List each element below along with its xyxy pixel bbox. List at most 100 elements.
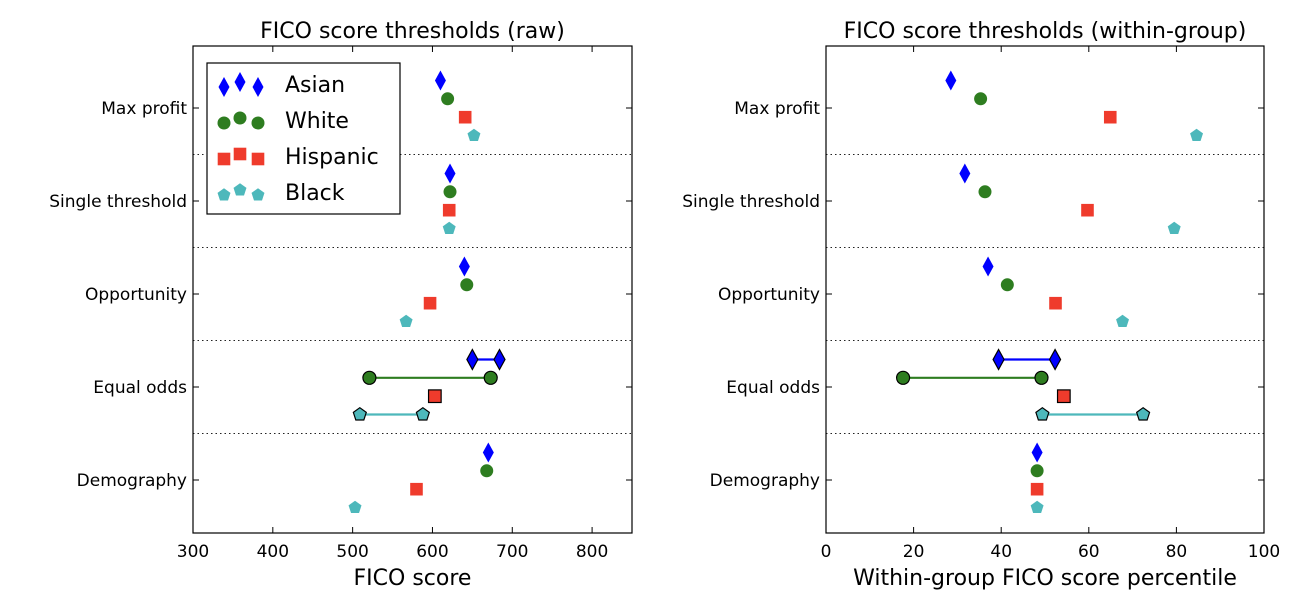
x-tick-label: 400 [257, 542, 289, 562]
legend-marker [252, 77, 264, 97]
data-point [441, 92, 455, 106]
data-point [399, 314, 413, 327]
category-label: Demography [710, 471, 820, 491]
data-point [493, 348, 506, 371]
plot-frame [192, 45, 633, 534]
data-point [974, 92, 988, 106]
data-point [945, 70, 957, 91]
legend-marker [217, 152, 231, 166]
data-point [348, 500, 362, 513]
data-point [1035, 406, 1050, 421]
category-label: Opportunity [85, 285, 187, 305]
data-point [1000, 278, 1014, 292]
data-point [466, 348, 479, 371]
legend-label: Hispanic [285, 145, 379, 170]
legend-label: White [285, 109, 349, 134]
data-point [423, 296, 437, 310]
data-point [895, 370, 911, 385]
data-point [352, 406, 367, 421]
data-point [1103, 110, 1117, 124]
legend-marker [251, 188, 265, 201]
category-label: Equal odds [93, 378, 187, 398]
data-point [1034, 370, 1049, 385]
data-point [1135, 406, 1151, 421]
x-tick-label: 800 [576, 542, 608, 562]
data-point [415, 406, 431, 421]
data-point [458, 110, 472, 124]
x-tick-label: 40 [990, 542, 1012, 562]
legend-marker [218, 77, 230, 97]
legend-marker [233, 147, 247, 161]
x-tick-label: 300 [177, 542, 209, 562]
chart-panel-2: 0 20 40 60 80 100 Max profit Single threshold Op… [682, 19, 1280, 591]
x-axis-label: Within-group FICO score percentile [853, 566, 1237, 591]
legend-marker [217, 188, 231, 201]
chart-panel-1: 300 400 500 600 700 800 Max profit Single thres… [49, 19, 633, 591]
series-asian [945, 70, 1062, 463]
data-point [1049, 296, 1062, 310]
data-point [982, 256, 994, 277]
category-label: Max profit [734, 99, 820, 119]
x-tick-label: 500 [336, 542, 368, 562]
chart-title: FICO score thresholds (within-group) [844, 19, 1247, 44]
data-point [434, 70, 446, 91]
data-point [443, 185, 457, 199]
legend-entry-hispanic: Hispanic [217, 145, 379, 170]
data-point [978, 185, 992, 199]
data-point [1048, 348, 1062, 371]
legend-entry-asian: Asian [218, 72, 345, 98]
data-point [410, 482, 423, 496]
category-label: Max profit [101, 99, 187, 119]
data-point [427, 389, 442, 404]
x-tick-label: 20 [903, 542, 925, 562]
series-white [362, 92, 498, 478]
legend: Asian White Hispanic Black [206, 62, 401, 215]
x-tick-label: 0 [821, 542, 832, 562]
legend-label: Asian [285, 73, 345, 98]
x-tick-label: 600 [416, 542, 448, 562]
category-label: Demography [77, 471, 187, 491]
legend-marker [233, 183, 247, 196]
x-tick-label: 60 [1078, 542, 1100, 562]
data-point [1190, 128, 1204, 141]
data-point [959, 163, 971, 184]
legend-marker [217, 116, 231, 130]
data-point [1167, 221, 1181, 234]
legend-marker [251, 116, 265, 130]
x-tick-label: 700 [496, 542, 528, 562]
legend-marker [251, 152, 265, 166]
data-point [483, 370, 498, 385]
category-label: Equal odds [726, 378, 820, 398]
data-point [467, 128, 481, 141]
series-asian [434, 70, 506, 463]
x-axis-label: FICO score [354, 566, 472, 591]
plot-frame [825, 45, 1265, 534]
legend-entry-white: White [217, 109, 349, 134]
data-point [1030, 482, 1044, 496]
data-point [442, 203, 456, 217]
series-black [348, 128, 481, 513]
series-hispanic [410, 110, 472, 496]
data-point [442, 221, 456, 234]
category-label: Single threshold [49, 192, 187, 212]
chart-title: FICO score thresholds (raw) [260, 19, 565, 44]
data-point [1031, 442, 1043, 463]
legend-label: Black [285, 181, 345, 206]
data-point [460, 278, 474, 292]
category-label: Opportunity [718, 285, 820, 305]
x-tick-label: 100 [1248, 542, 1280, 562]
data-point [480, 464, 494, 478]
data-point [1030, 500, 1044, 513]
data-point [1030, 464, 1044, 478]
data-point [1056, 389, 1071, 404]
data-point [1081, 203, 1094, 217]
data-point [992, 348, 1005, 371]
series-hispanic [1030, 110, 1117, 496]
data-point [362, 370, 377, 385]
data-point [458, 256, 470, 277]
category-label: Single threshold [682, 192, 820, 212]
legend-marker [234, 72, 246, 92]
data-point [1116, 314, 1129, 327]
data-point [482, 442, 494, 463]
